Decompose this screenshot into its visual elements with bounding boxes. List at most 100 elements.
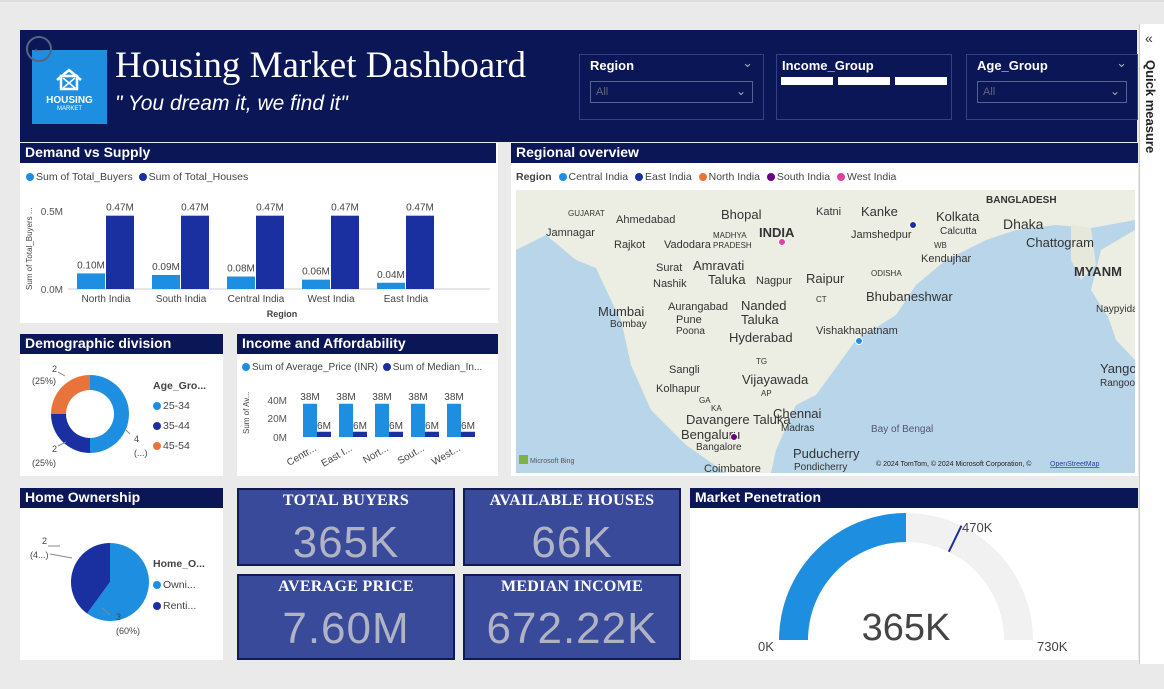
- slice-label: (60%): [116, 626, 140, 636]
- bar[interactable]: [377, 282, 405, 289]
- bar[interactable]: [339, 403, 353, 437]
- chevron-down-icon[interactable]: ⌄: [1116, 55, 1127, 70]
- income-group-option[interactable]: [781, 77, 833, 85]
- chevron-down-icon[interactable]: ⌄: [742, 55, 753, 70]
- y-tick-label: 40M: [268, 396, 287, 407]
- data-label: 6M: [317, 421, 331, 432]
- x-tick-label: West India: [307, 294, 354, 305]
- bar[interactable]: [425, 431, 439, 437]
- bar[interactable]: [77, 273, 105, 289]
- donut-slice[interactable]: [90, 375, 129, 453]
- bar[interactable]: [461, 431, 475, 437]
- x-tick-label: South India: [156, 294, 207, 305]
- map-land: [1106, 245, 1135, 360]
- income-group-option[interactable]: [895, 77, 947, 85]
- map-label: CT: [816, 295, 827, 304]
- map-label: Kolhapur: [656, 383, 700, 395]
- bar[interactable]: [406, 215, 434, 289]
- bar[interactable]: [152, 274, 180, 289]
- bar[interactable]: [353, 431, 367, 437]
- legend-title: Home_O...: [153, 558, 205, 570]
- map-label: Sangli: [669, 364, 700, 376]
- back-arrow-icon[interactable]: ←: [26, 36, 52, 62]
- map-label: Chattogram: [1026, 235, 1094, 250]
- age-group-dropdown-value: All: [983, 86, 996, 98]
- leader-line: [57, 371, 131, 447]
- bar[interactable]: [181, 215, 209, 289]
- income-group-slicer[interactable]: Income_Group: [776, 54, 952, 120]
- map-point-north[interactable]: [778, 238, 786, 246]
- map-point-south[interactable]: [730, 433, 738, 441]
- bar[interactable]: [302, 279, 330, 289]
- map-label: Pondicherry: [794, 462, 847, 473]
- map-label: Bombay: [610, 319, 647, 330]
- x-tick-label: Sout...: [396, 443, 427, 467]
- bar[interactable]: [411, 403, 425, 437]
- pie-slice[interactable]: [87, 543, 149, 621]
- age-group-dropdown[interactable]: All ⌄: [977, 81, 1127, 103]
- map-label: GA: [699, 396, 711, 405]
- income-group-option[interactable]: [838, 77, 890, 85]
- pie-slice[interactable]: [70, 543, 110, 614]
- map-bing-logo: Microsoft Bing: [530, 458, 574, 465]
- map-label: Nashik: [653, 278, 687, 290]
- ownership-pie-chart: 2 (4...) 3 (60%): [30, 536, 149, 636]
- gauge-target-marker: [947, 525, 963, 553]
- demand-supply-title: Demand vs Supply: [20, 143, 496, 163]
- bar[interactable]: [375, 403, 389, 437]
- region-slicer[interactable]: Region ⌄ All ⌄: [579, 54, 764, 120]
- donut-slice[interactable]: [51, 414, 90, 453]
- legend-label: South India: [776, 171, 831, 183]
- collapse-icon[interactable]: «: [1145, 30, 1153, 46]
- y-tick-label: 0.5M: [41, 207, 63, 218]
- bar[interactable]: [256, 215, 284, 289]
- region-dropdown[interactable]: All ⌄: [590, 81, 753, 103]
- bar[interactable]: [303, 403, 317, 437]
- bar[interactable]: [447, 403, 461, 437]
- map-point-central[interactable]: [855, 337, 863, 345]
- income-affordability-panel[interactable]: Income and Affordability Sum of Average_…: [237, 334, 498, 476]
- data-label: 0.47M: [406, 203, 434, 214]
- x-tick-label: Central India: [228, 294, 285, 305]
- india-map[interactable]: BANGLADESH GUJARAT Ahmedabad Bhopal Katn…: [516, 190, 1135, 473]
- tagline: " You dream it, we find it": [115, 92, 348, 115]
- donut-slice[interactable]: [51, 375, 90, 414]
- kpi-label: AVERAGE PRICE: [278, 578, 414, 595]
- data-label: 0.04M: [377, 270, 405, 281]
- map-label: Taluka: [708, 272, 746, 287]
- home-ownership-panel[interactable]: Home Ownership 2 (4...) 3 (60%) Home_O..…: [20, 488, 223, 660]
- data-label: 0.47M: [106, 203, 134, 214]
- house-icon: [56, 68, 82, 91]
- market-penetration-panel[interactable]: Market Penetration 365K 0K 730K 470K: [690, 488, 1138, 660]
- available-houses-card[interactable]: AVAILABLE HOUSES 66K: [463, 488, 681, 567]
- bar[interactable]: [331, 215, 359, 289]
- legend-dot: [153, 442, 161, 451]
- bar[interactable]: [227, 276, 255, 289]
- bar[interactable]: [389, 431, 403, 437]
- data-label: 6M: [353, 421, 367, 432]
- chevron-down-icon: ⌄: [735, 84, 746, 98]
- demand-supply-panel[interactable]: Demand vs Supply Sum of Total_Buyers Sum…: [20, 143, 498, 323]
- gauge-fill[interactable]: [779, 513, 906, 640]
- bar[interactable]: [317, 431, 331, 437]
- bar[interactable]: [106, 215, 134, 289]
- total-buyers-card[interactable]: TOTAL BUYERS 365K: [237, 488, 455, 567]
- map-label: AP: [761, 389, 772, 398]
- legend-label: Sum of Median_In...: [392, 362, 483, 373]
- x-tick-label: West...: [430, 443, 462, 468]
- map-osm-link[interactable]: OpenStreetMap: [1050, 461, 1100, 468]
- map-label: Rangoon: [1100, 378, 1135, 389]
- age-group-slicer[interactable]: Age_Group ⌄ All ⌄: [966, 54, 1138, 120]
- slice-label: 4: [134, 434, 139, 444]
- legend-label: 45-54: [163, 440, 190, 452]
- gauge-max: 730K: [1037, 639, 1068, 654]
- map-point-east[interactable]: [909, 221, 917, 229]
- regional-overview-panel[interactable]: Regional overview Region Central India E…: [511, 143, 1138, 476]
- data-label: 0.09M: [152, 262, 180, 273]
- median-income-card[interactable]: MEDIAN INCOME 672.22K: [463, 574, 681, 660]
- average-price-card[interactable]: AVERAGE PRICE 7.60M: [237, 574, 455, 660]
- demographic-panel[interactable]: Demographic division 2 (25%) 4 (...) 2 (…: [20, 334, 223, 476]
- quick-measure-pane[interactable]: « Quick measure: [1139, 24, 1164, 664]
- slice-label: 3: [116, 612, 121, 622]
- slice-label: 2: [42, 536, 47, 546]
